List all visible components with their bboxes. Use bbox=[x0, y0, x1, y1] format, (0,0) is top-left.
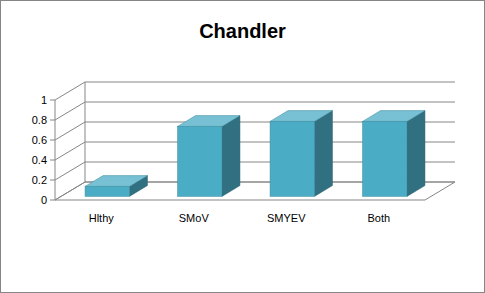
x-labels: Hlthy SMoV SMYEV Both bbox=[89, 212, 390, 224]
grid-line bbox=[55, 82, 455, 100]
bar-top bbox=[85, 176, 147, 187]
bar-side bbox=[314, 111, 332, 197]
y-tick-label: 0 bbox=[41, 194, 47, 206]
bar-top bbox=[270, 111, 332, 122]
bar bbox=[270, 111, 332, 197]
back-wall-edge bbox=[85, 82, 86, 182]
bar-front bbox=[178, 126, 222, 196]
bar-top bbox=[178, 116, 240, 127]
bar-side bbox=[407, 111, 425, 197]
bar bbox=[178, 116, 240, 197]
chart-frame bbox=[1, 1, 485, 293]
bar-front bbox=[363, 121, 407, 196]
y-tick-label: 0.4 bbox=[32, 154, 47, 166]
y-tick bbox=[50, 140, 55, 141]
y-tick bbox=[50, 120, 55, 121]
y-tick-label: 0.6 bbox=[32, 134, 47, 146]
x-tick-label: SMoV bbox=[179, 212, 210, 224]
y-tick-label: 0.8 bbox=[32, 114, 47, 126]
x-tick-label: SMYEV bbox=[267, 212, 306, 224]
bars bbox=[85, 111, 425, 197]
bar-side bbox=[222, 116, 240, 197]
bar-front bbox=[270, 121, 314, 196]
chart-title: Chandler bbox=[199, 20, 286, 42]
bar bbox=[363, 111, 425, 197]
bar-top bbox=[363, 111, 425, 122]
y-tick bbox=[50, 180, 55, 181]
x-tick-label: Both bbox=[367, 212, 390, 224]
bar-front bbox=[85, 186, 129, 196]
x-tick-label: Hlthy bbox=[89, 212, 115, 224]
y-tick bbox=[50, 160, 55, 161]
y-axis-line bbox=[55, 100, 56, 200]
axes: 0 0.2 0.4 0.6 0.8 1 bbox=[32, 82, 455, 206]
y-tick bbox=[50, 200, 55, 201]
y-tick-label: 1 bbox=[41, 94, 47, 106]
y-tick-label: 0.2 bbox=[32, 174, 47, 186]
chart-svg: Chandler 0 0.2 0.4 0.6 0.8 1 Hlthy SMoV SMYEV Both bbox=[0, 0, 485, 293]
y-tick bbox=[50, 100, 55, 101]
chart-container: Chandler 0 0.2 0.4 0.6 0.8 1 Hlthy SMoV SMYEV Both bbox=[0, 0, 485, 293]
bar bbox=[85, 176, 147, 197]
